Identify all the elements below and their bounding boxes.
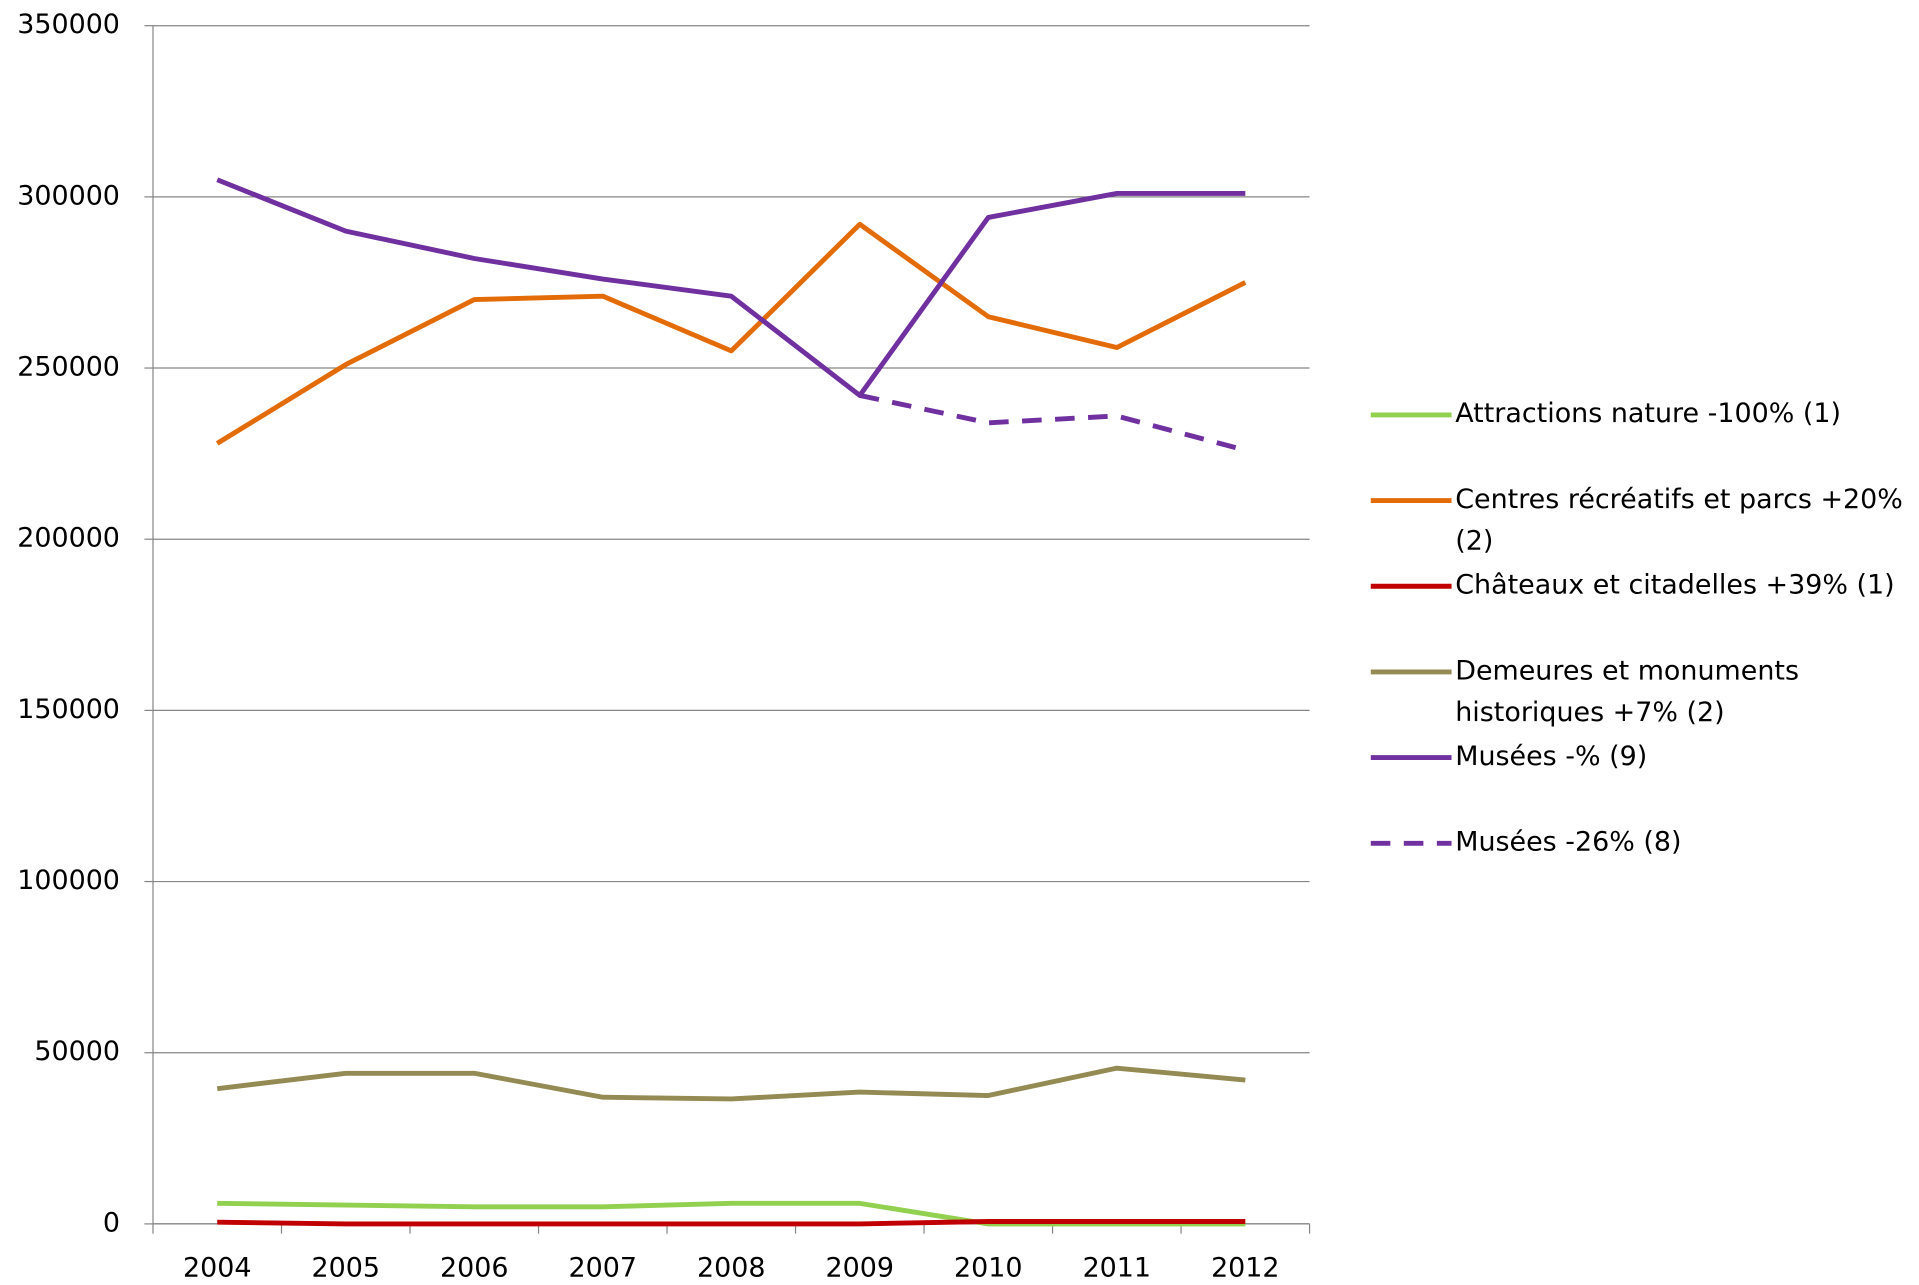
legend-swatch [1370,669,1452,675]
legend-item: Musées -26% (8) [1368,820,1919,906]
x-tick-label: 2012 [1211,1253,1279,1284]
series-line [215,221,1247,446]
x-tick-label: 2005 [312,1253,380,1284]
x-tick-label: 2011 [1083,1253,1151,1284]
y-tick-label: 250000 [17,352,120,383]
x-tick-label: 2006 [440,1253,508,1284]
y-tick-label: 150000 [17,694,120,725]
legend-swatch [1370,755,1452,761]
legend-item: Châteaux et citadelles +39% (1) [1368,563,1919,649]
y-tick-label: 350000 [17,9,120,40]
legend-label: Musées -26% (8) [1455,827,1682,858]
legend-label: Centres récréatifs et parcs +20% (2) [1455,484,1903,557]
x-tick-label: 2007 [569,1253,637,1284]
x-tick-label: 2008 [697,1253,765,1284]
legend: Attractions nature -100% (1) Centres récr… [1368,392,1919,906]
legend-item: Centres récréatifs et parcs +20% (2) [1368,477,1919,563]
legend-label: Demeures et monuments historiques +7% (2… [1455,656,1799,729]
legend-label: Attractions nature -100% (1) [1455,398,1842,430]
x-tick-label: 2009 [826,1253,894,1284]
series-line [216,177,1246,398]
legend-swatch [1370,498,1452,504]
x-tick-label: 2004 [183,1253,251,1284]
legend-item: Musées -% (9) [1368,734,1919,820]
legend-label: Châteaux et citadelles +39% (1) [1455,570,1895,601]
series-line [217,1219,1246,1227]
legend-label: Musées -% (9) [1455,741,1648,773]
legend-swatch [1370,583,1452,589]
legend-swatch [1370,840,1452,846]
y-tick-label: 300000 [17,180,120,211]
series-line [859,393,1246,453]
series-line [216,1065,1246,1102]
legend-swatch [1370,412,1452,418]
x-tick-label: 2010 [954,1253,1022,1284]
legend-item: Attractions nature -100% (1) [1368,392,1919,478]
legend-item: Demeures et monuments historiques +7% (2… [1368,649,1919,735]
y-tick-label: 0 [103,1207,120,1238]
y-tick-label: 50000 [34,1036,120,1067]
y-tick-label: 100000 [17,865,120,896]
y-tick-label: 200000 [17,523,120,554]
